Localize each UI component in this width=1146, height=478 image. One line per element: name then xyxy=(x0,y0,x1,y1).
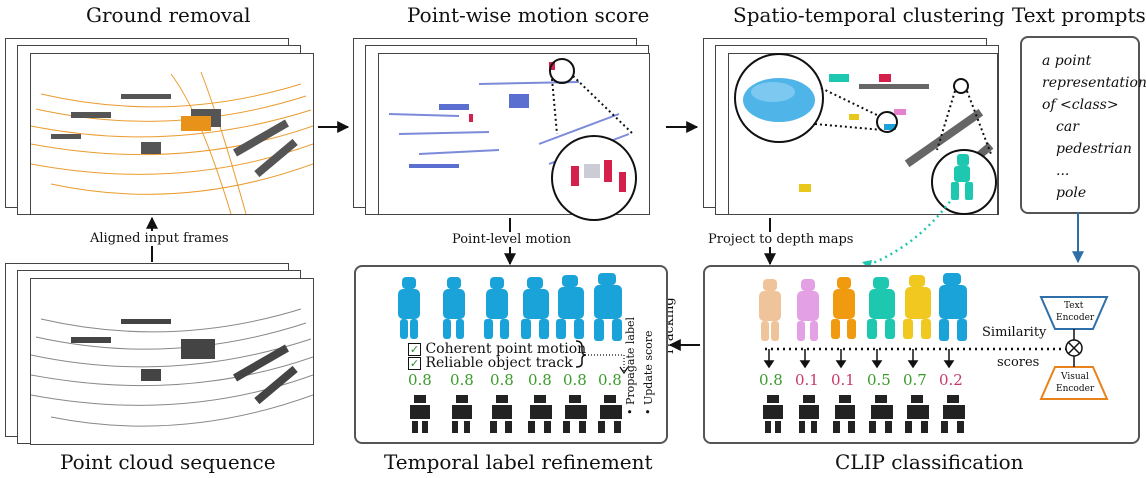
prompt-class-3: pole xyxy=(1056,185,1087,201)
visual-encoder-label-1: Visual xyxy=(1061,372,1089,382)
clip-score-5: 0.2 xyxy=(939,371,963,389)
refine-score-3: 0.8 xyxy=(528,371,552,389)
sequence-frame-front xyxy=(30,278,314,445)
title-ground-removal: Ground removal xyxy=(86,3,251,27)
clip-score-2: 0.1 xyxy=(831,371,855,389)
title-clustering: Spatio-temporal clustering xyxy=(733,3,1005,27)
title-refinement: Temporal label refinement xyxy=(384,450,653,474)
label-project: Project to depth maps xyxy=(706,232,856,247)
check-row-2: ✓ Reliable object track xyxy=(408,355,573,371)
refinement-panel: ✓ Coherent point motion ✓ Reliable objec… xyxy=(354,265,668,444)
prompt-class-0: car xyxy=(1056,119,1079,135)
check-label-2: Reliable object track xyxy=(425,355,573,371)
refinement-pedestrians xyxy=(398,273,629,433)
refine-score-1: 0.8 xyxy=(450,371,474,389)
ground-point-cloud xyxy=(31,71,313,214)
refine-score-4: 0.8 xyxy=(563,371,587,389)
prompt-class-1: pedestrian xyxy=(1056,141,1132,157)
title-motion-score: Point-wise motion score xyxy=(407,3,650,27)
motion-point-cloud xyxy=(388,58,637,221)
clip-score-4: 0.7 xyxy=(903,371,927,389)
label-aligned: Aligned input frames xyxy=(88,231,231,246)
text-encoder-label-2: Encoder xyxy=(1056,313,1095,323)
clip-score-1: 0.1 xyxy=(795,371,819,389)
label-point-level: Point-level motion xyxy=(450,232,574,247)
clip-score-3: 0.5 xyxy=(867,371,891,389)
clip-score-0: 0.8 xyxy=(759,371,783,389)
scores-label: scores xyxy=(997,355,1040,370)
cluster-frame-front xyxy=(728,53,998,215)
check-row-1: ✓ Coherent point motion xyxy=(408,341,586,357)
similarity-label: Similarity xyxy=(982,325,1047,340)
text-prompts-box: a point representation of <class> car pe… xyxy=(1020,36,1146,214)
title-text-prompts: Text prompts xyxy=(1012,3,1146,27)
refine-score-0: 0.8 xyxy=(408,371,432,389)
propagate-label: • Propagate label xyxy=(624,316,637,415)
sequence-point-cloud xyxy=(31,308,313,427)
prompt-line-2: representation xyxy=(1042,75,1146,91)
checkbox-icon: ✓ xyxy=(408,357,421,370)
prompt-class-2: ... xyxy=(1056,163,1070,179)
check-label-1: Coherent point motion xyxy=(425,341,587,357)
clip-panel: Text Encoder Visual Encoder Similarity s… xyxy=(703,265,1140,444)
ground-frame-front xyxy=(30,53,314,215)
cluster-point-cloud xyxy=(734,53,997,215)
prompt-line-3: of <class> xyxy=(1042,97,1119,113)
motion-frame-front xyxy=(378,53,650,221)
clip-pedestrians xyxy=(759,273,1109,433)
prompt-line-1: a point xyxy=(1042,53,1092,69)
refine-score-5: 0.8 xyxy=(598,371,622,389)
update-label: • Update score xyxy=(642,330,655,415)
visual-encoder-label-2: Encoder xyxy=(1056,384,1095,394)
title-sequence: Point cloud sequence xyxy=(60,450,276,474)
title-clip: CLIP classification xyxy=(835,450,1024,474)
text-encoder-label-1: Text xyxy=(1064,301,1084,311)
refine-score-2: 0.8 xyxy=(490,371,514,389)
